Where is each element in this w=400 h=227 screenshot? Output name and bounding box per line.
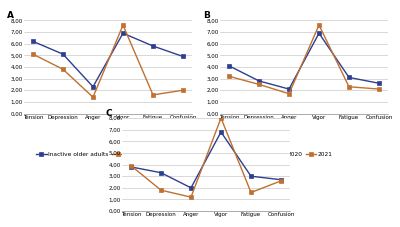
2020 — [346, 76, 352, 79]
Active older adults — [61, 68, 66, 71]
<70 anos — [158, 171, 164, 174]
Text: C: C — [105, 109, 112, 118]
2021 — [286, 92, 291, 95]
2021 — [227, 75, 232, 78]
>70 anos — [249, 191, 254, 194]
>70 anos — [278, 180, 283, 182]
<70 anos — [278, 178, 283, 181]
2021 — [377, 88, 382, 90]
Inactive older adults — [30, 40, 36, 43]
2020 — [227, 64, 232, 67]
Active older adults — [150, 94, 155, 96]
2020 — [377, 82, 382, 85]
Line: >70 anos: >70 anos — [129, 116, 283, 199]
<70 anos — [189, 187, 194, 189]
>70 anos — [218, 117, 223, 119]
Line: <70 anos: <70 anos — [129, 130, 283, 190]
<70 anos — [129, 165, 134, 168]
Inactive older adults — [150, 45, 155, 47]
>70 anos — [158, 189, 164, 192]
Legend: 2020, 2021: 2020, 2021 — [275, 152, 333, 157]
Legend: Inactive older adults, Active older adults: Inactive older adults, Active older adul… — [36, 152, 180, 157]
2021 — [317, 24, 322, 26]
Text: B: B — [203, 11, 210, 20]
Line: Active older adults: Active older adults — [31, 23, 185, 99]
Inactive older adults — [181, 55, 186, 58]
Active older adults — [121, 24, 126, 26]
2020 — [317, 32, 322, 35]
Active older adults — [181, 89, 186, 91]
Line: 2021: 2021 — [227, 23, 381, 96]
Text: A: A — [7, 11, 14, 20]
<70 anos — [249, 175, 254, 178]
>70 anos — [189, 196, 194, 198]
Inactive older adults — [90, 85, 96, 88]
<70 anos — [218, 131, 223, 133]
2021 — [257, 83, 262, 86]
Inactive older adults — [121, 32, 126, 35]
Active older adults — [90, 96, 96, 99]
2021 — [346, 85, 352, 88]
2020 — [257, 79, 262, 82]
Active older adults — [30, 53, 36, 56]
Inactive older adults — [61, 53, 66, 56]
2020 — [286, 88, 291, 90]
Line: 2020: 2020 — [227, 32, 381, 91]
>70 anos — [129, 164, 134, 167]
Line: Inactive older adults: Inactive older adults — [31, 32, 185, 89]
